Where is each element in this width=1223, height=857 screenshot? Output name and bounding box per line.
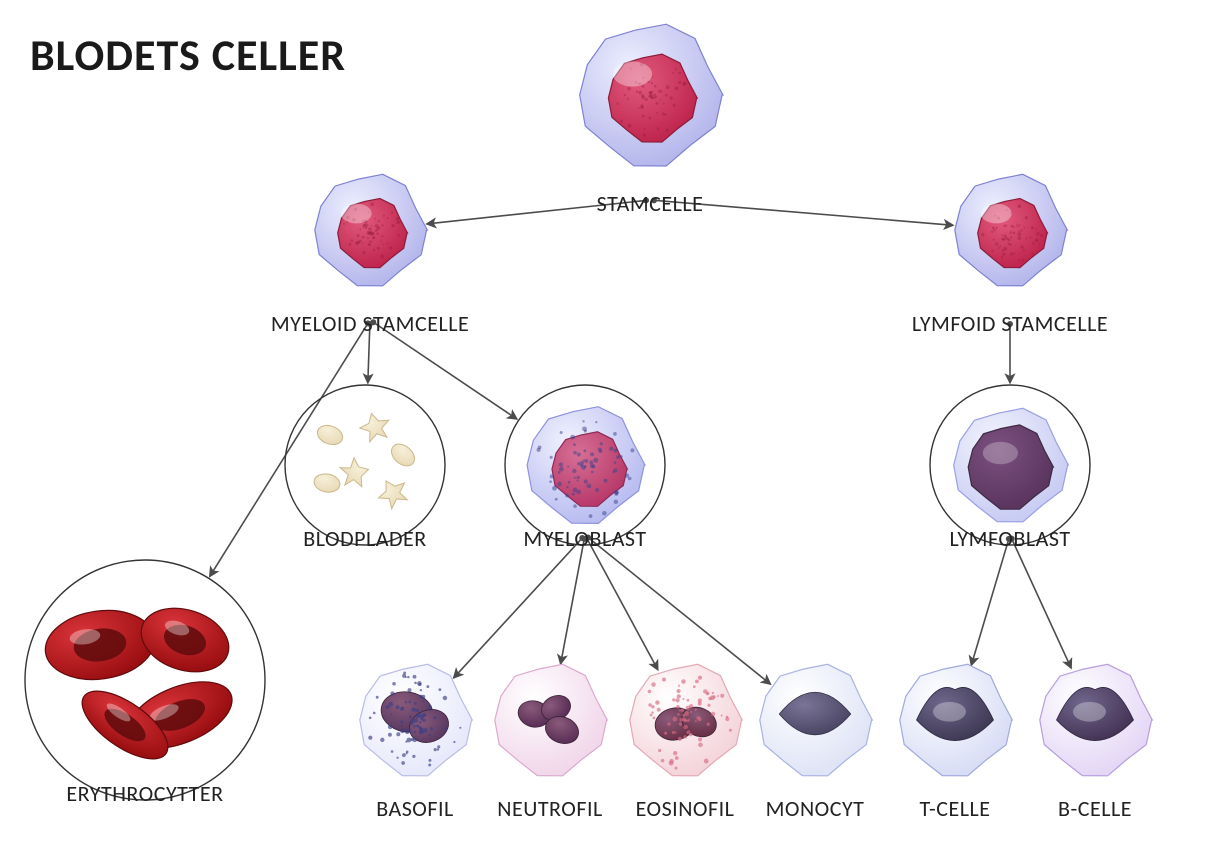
node-monocyt — [760, 664, 873, 776]
diagram-svg — [0, 0, 1223, 857]
edge-lymfoblast-to-bcelle — [1012, 539, 1072, 669]
node-blodplader — [285, 385, 445, 545]
node-circle-erythrocytter — [25, 560, 265, 800]
node-neutrofil — [495, 664, 608, 776]
node-circle-blodplader — [285, 385, 445, 545]
label-lymfoid: LYMFOID STAMCELLE — [912, 310, 1108, 337]
node-myeloid — [315, 174, 428, 285]
edge-myeloblast-to-eosinofil — [587, 539, 658, 670]
node-lymfoid — [955, 174, 1068, 285]
label-erythrocytter: ERYTHROCYTTER — [66, 780, 223, 807]
edge-lymfoblast-to-tcelle — [971, 539, 1009, 666]
label-monocyt: MONOCYT — [766, 795, 865, 822]
nodes-layer — [25, 24, 1152, 800]
label-myeloblast: MYELOBLAST — [523, 525, 646, 552]
node-bcelle — [1040, 664, 1153, 776]
label-basofil: BASOFIL — [376, 795, 454, 822]
label-blodplader: BLODPLADER — [303, 525, 426, 552]
node-myeloblast — [505, 385, 665, 545]
label-stamcelle: STAMCELLE — [597, 190, 704, 217]
node-basofil — [360, 664, 473, 776]
node-tcelle — [900, 664, 1013, 776]
edge-myeloblast-to-monocyt — [588, 538, 770, 685]
label-eosinofil: EOSINOFIL — [636, 795, 735, 822]
label-tcelle: T-CELLE — [920, 795, 991, 822]
node-erythrocytter — [25, 560, 265, 800]
label-lymfoblast: LYMFOBLAST — [949, 525, 1070, 552]
edge-myeloblast-to-basofil — [454, 538, 583, 678]
label-neutrofil: NEUTROFIL — [497, 795, 602, 822]
diagram-stage: BLODETS CELLER STAMCELLEMYELOID STAMCELL… — [0, 0, 1223, 857]
node-stamcelle — [580, 24, 723, 166]
label-bcelle: B-CELLE — [1058, 795, 1132, 822]
node-eosinofil — [630, 664, 743, 776]
label-myeloid: MYELOID STAMCELLE — [271, 310, 469, 337]
node-lymfoblast — [930, 385, 1090, 545]
